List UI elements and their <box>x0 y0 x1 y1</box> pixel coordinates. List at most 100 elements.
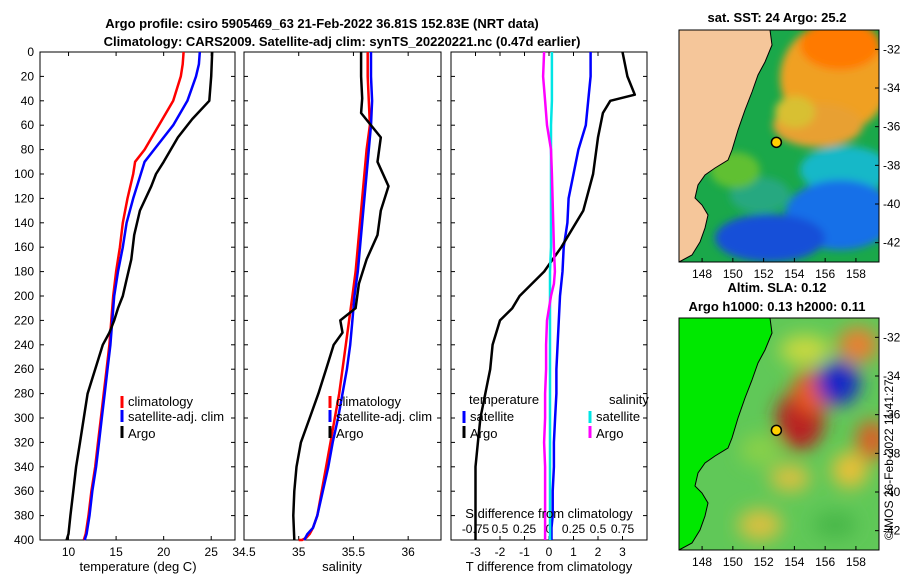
x2-tick-label: 0.25 <box>562 522 586 536</box>
figure-title-line1: Argo profile: csiro 5905469_63 21-Feb-20… <box>105 16 539 31</box>
sla-land <box>679 318 773 550</box>
map-y-tick-label: -34 <box>883 81 900 95</box>
map-y-tick-label: -32 <box>883 330 900 344</box>
imos-watermark: ©IMOS 26-Feb-2022 11:41:27 <box>882 379 896 540</box>
sst-map-title: sat. SST: 24 Argo: 25.2 <box>708 10 847 25</box>
legend-s-satellite-label: satellite <box>596 409 640 424</box>
x-tick-label: -2 <box>495 545 506 559</box>
map-x-tick-label: 158 <box>846 555 866 569</box>
legend-satellite-label: satellite-adj. clim <box>336 409 432 424</box>
series-line-t-argo <box>474 51 637 540</box>
legend-satellite-label: satellite-adj. clim <box>128 409 224 424</box>
depth-tick-label: 280 <box>14 387 34 401</box>
map-x-tick-label: 152 <box>754 267 774 281</box>
depth-tick-label: 20 <box>21 69 35 83</box>
x2-tick-label: 0.75 <box>611 522 635 536</box>
depth-tick-label: 340 <box>14 460 34 474</box>
series-line-climatology <box>298 52 372 542</box>
map-x-tick-label: 150 <box>723 555 743 569</box>
map-x-tick-label: 148 <box>692 555 712 569</box>
sst-warmer-region <box>800 30 879 70</box>
legend-climatology-label: climatology <box>336 394 402 409</box>
legend-argo-label: Argo <box>128 426 155 441</box>
temperature-xlabel: temperature (deg C) <box>79 559 196 574</box>
map-x-tick-label: 148 <box>692 267 712 281</box>
sla-map-ticks: 148 150 152 154 156 158 -32 -34 -36 -38 -40 -42 <box>692 330 900 569</box>
sla-low-eddy <box>816 361 860 405</box>
sla-mid-southwest <box>738 509 782 541</box>
x-tick-label: -3 <box>470 545 481 559</box>
x-tick-label: -1 <box>519 545 530 559</box>
legend-argo-label: Argo <box>336 426 363 441</box>
legend-temperature-title: temperature <box>469 392 539 407</box>
map-y-tick-label: -40 <box>883 485 900 499</box>
series-line-argo <box>292 52 390 541</box>
sst-eddy-core <box>775 96 815 128</box>
salinity-axes <box>243 51 442 541</box>
sla-blobs <box>738 327 879 541</box>
x2-tick-label: 0.5 <box>590 522 607 536</box>
x2-tick-label: 0.5 <box>492 522 509 536</box>
depth-tick-label: 400 <box>14 533 34 547</box>
sla-high-northeast <box>838 327 878 363</box>
sst-cold-south <box>715 214 825 262</box>
sla-map-field <box>679 318 879 550</box>
legend-t-argo-label: Argo <box>470 426 497 441</box>
x-tick-label: 3 <box>619 545 626 559</box>
temperature-legend: climatology satellite-adj. clim Argo <box>120 394 224 441</box>
depth-tick-label: 60 <box>21 118 35 132</box>
x-tick-label: 1 <box>570 545 577 559</box>
salinity-xlabel: salinity <box>322 559 362 574</box>
depth-tick-label: 240 <box>14 338 34 352</box>
x-tick-label: 34.5 <box>232 545 256 559</box>
map-y-tick-label: -34 <box>883 369 900 383</box>
sla-mid-south <box>770 464 810 492</box>
x-tick-label: 0 <box>546 545 553 559</box>
depth-tick-label: 40 <box>21 94 35 108</box>
sst-land <box>679 30 773 262</box>
depth-tick-label: 0 <box>27 45 34 59</box>
map-x-tick-label: 154 <box>784 555 804 569</box>
sst-blobs <box>710 30 879 262</box>
map-y-tick-label: -40 <box>883 197 900 211</box>
map-y-tick-label: -36 <box>883 408 900 422</box>
sst-map-frame <box>678 29 880 263</box>
sla-argo-marker <box>770 424 783 437</box>
salinity-plot: 34.5 35 35.5 36 <box>232 51 441 559</box>
x2-tick-label: 0.25 <box>513 522 537 536</box>
x-tick-label: 15 <box>109 545 123 559</box>
map-x-tick-label: 152 <box>754 555 774 569</box>
depth-tick-label: 140 <box>14 216 34 230</box>
legend-salinity-title: salinity <box>609 392 649 407</box>
x-tick-label: 10 <box>62 545 76 559</box>
s-difference-xlabel: S difference from climatology <box>465 506 633 521</box>
sst-cool-region <box>800 146 879 194</box>
map-x-tick-label: 158 <box>846 267 866 281</box>
depth-tick-label: 80 <box>21 143 35 157</box>
series-line-satellite-adj-clim <box>83 51 202 541</box>
sst-argo-marker <box>770 136 783 149</box>
depth-tick-label: 100 <box>14 167 34 181</box>
sla-low-south <box>813 511 857 539</box>
series-line-argo <box>65 51 214 541</box>
depth-tick-label: 160 <box>14 240 34 254</box>
map-y-tick-label: -38 <box>883 446 900 460</box>
figure-title-line2: Climatology: CARS2009. Satellite-adj cli… <box>104 34 581 49</box>
sla-mid-east <box>832 452 868 488</box>
salinity-legend: climatology satellite-adj. clim Argo <box>328 394 432 441</box>
series-line-t-satellite <box>550 52 592 540</box>
series-line-satellite-adj-clim <box>303 52 374 541</box>
t-difference-xlabel: T difference from climatology <box>466 559 633 574</box>
depth-tick-label: 200 <box>14 289 34 303</box>
series-line-s-argo <box>541 51 557 540</box>
sla-mid-north <box>780 335 830 365</box>
depth-tick-label: 320 <box>14 435 34 449</box>
depth-tick-label: 300 <box>14 411 34 425</box>
sst-map-field <box>679 30 879 262</box>
sla-map-title-line2: Argo h1000: 0.13 h2000: 0.11 <box>688 299 865 314</box>
x-tick-label: 35 <box>292 545 306 559</box>
x-tick-label: 25 <box>205 545 219 559</box>
depth-tick-label: 120 <box>14 191 34 205</box>
difference-plot: -3 -2 -1 0 1 2 3-0.75 0.5 0.25 0 0.25 0.5 0.75 <box>451 51 647 559</box>
